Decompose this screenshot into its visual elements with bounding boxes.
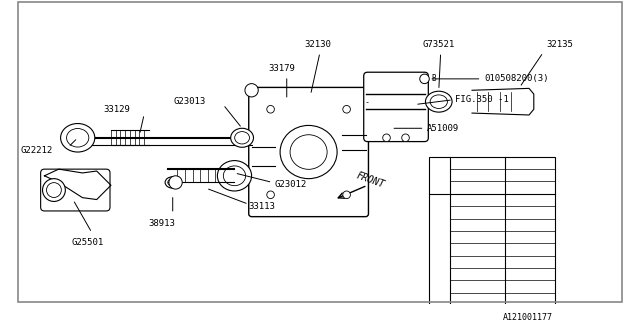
Text: D052023: D052023 [452, 183, 493, 193]
Text: 33113: 33113 [249, 202, 276, 211]
Text: B: B [422, 76, 427, 82]
Text: B: B [432, 74, 436, 84]
Text: T=1.10: T=1.10 [507, 207, 543, 217]
Ellipse shape [230, 128, 253, 147]
Text: 33179: 33179 [269, 64, 296, 73]
Text: ②: ② [435, 244, 445, 254]
Text: ①: ① [247, 85, 256, 95]
Ellipse shape [42, 179, 65, 202]
Text: 32135: 32135 [546, 40, 573, 49]
Ellipse shape [168, 179, 178, 186]
Text: D036051: D036051 [452, 207, 493, 217]
Text: D036053: D036053 [452, 232, 493, 242]
Ellipse shape [61, 124, 95, 152]
Ellipse shape [430, 95, 447, 108]
Text: G25501: G25501 [71, 237, 103, 246]
Ellipse shape [280, 125, 337, 179]
Text: T=1.70: T=1.70 [507, 294, 543, 304]
Text: T=1.60: T=1.60 [507, 282, 543, 292]
Polygon shape [472, 88, 534, 115]
Ellipse shape [218, 161, 252, 191]
Text: 38913: 38913 [148, 219, 175, 228]
FancyBboxPatch shape [40, 169, 110, 211]
Text: G22212: G22212 [20, 146, 53, 155]
Text: T=0.75: T=0.75 [507, 170, 543, 180]
Text: T=0.50: T=0.50 [507, 158, 543, 168]
Text: D036058: D036058 [452, 294, 493, 304]
Text: D036056: D036056 [452, 269, 493, 279]
Text: ②: ② [171, 178, 180, 188]
Bar [429, 157, 555, 305]
Text: A51009: A51009 [426, 124, 459, 133]
Text: FRONT: FRONT [355, 171, 386, 190]
Text: D036054: D036054 [452, 244, 493, 254]
Text: A121001177: A121001177 [503, 313, 553, 320]
Text: T=1.00: T=1.00 [507, 244, 543, 254]
FancyBboxPatch shape [364, 72, 428, 141]
Ellipse shape [426, 91, 452, 112]
Ellipse shape [47, 183, 61, 197]
Circle shape [383, 134, 390, 141]
Text: ①: ① [435, 170, 445, 180]
Ellipse shape [290, 135, 327, 169]
Text: T=1.30: T=1.30 [507, 220, 543, 230]
Text: T=1.20: T=1.20 [507, 257, 543, 267]
Text: 33129: 33129 [103, 105, 130, 114]
Text: 010508200(3): 010508200(3) [484, 74, 549, 84]
Polygon shape [44, 169, 111, 200]
Text: T=0.90: T=0.90 [507, 195, 543, 205]
Text: T=1.50: T=1.50 [507, 232, 543, 242]
Ellipse shape [223, 166, 246, 186]
Text: G73521: G73521 [422, 40, 455, 49]
Circle shape [169, 176, 182, 189]
Text: 32130: 32130 [305, 40, 332, 49]
Text: G23012: G23012 [275, 180, 307, 189]
Circle shape [267, 106, 275, 113]
Text: T=1.40: T=1.40 [507, 269, 543, 279]
Circle shape [343, 106, 351, 113]
Text: D052021: D052021 [452, 158, 493, 168]
Ellipse shape [67, 129, 89, 147]
Circle shape [343, 191, 351, 199]
Text: D036055: D036055 [452, 257, 493, 267]
Text: D036052: D036052 [452, 220, 493, 230]
Text: D03605: D03605 [452, 195, 487, 205]
Text: FIG.350 -1: FIG.350 -1 [455, 95, 509, 104]
Text: T=1.00: T=1.00 [507, 183, 543, 193]
Circle shape [267, 191, 275, 199]
Circle shape [402, 134, 410, 141]
Circle shape [420, 74, 429, 84]
Text: G23013: G23013 [173, 97, 206, 106]
FancyBboxPatch shape [249, 87, 369, 217]
Text: D052022: D052022 [452, 170, 493, 180]
Ellipse shape [235, 132, 250, 144]
Circle shape [245, 84, 258, 97]
Text: D036057: D036057 [452, 282, 493, 292]
Ellipse shape [165, 177, 180, 188]
